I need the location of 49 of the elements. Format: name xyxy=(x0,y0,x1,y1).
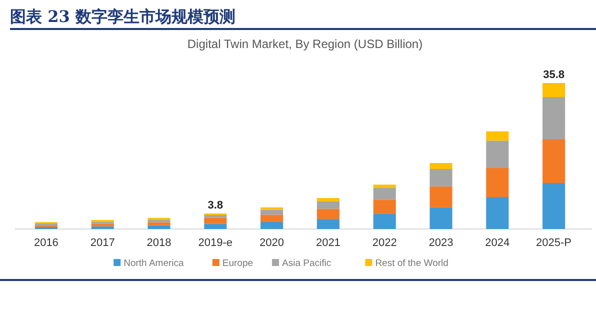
annotation: 3.8 xyxy=(208,200,224,212)
bar xyxy=(91,224,114,226)
bar xyxy=(91,226,114,229)
bar xyxy=(148,222,170,226)
bar xyxy=(373,188,396,200)
legend-label: Asia Pacific xyxy=(282,258,332,269)
bar xyxy=(316,201,340,209)
bar xyxy=(430,163,452,169)
x-tick-label: 2020 xyxy=(260,237,284,249)
bar xyxy=(430,186,452,208)
chart-title: 图表 23 数字孪生市场规模预测 xyxy=(10,7,236,26)
bar xyxy=(486,140,509,168)
annotation: 35.8 xyxy=(543,69,565,81)
bar xyxy=(148,225,170,229)
bar xyxy=(486,131,509,141)
x-tick-label: 2021 xyxy=(316,237,340,249)
bar xyxy=(204,214,227,218)
x-tick-label: 2022 xyxy=(372,237,397,249)
bar xyxy=(486,197,509,229)
bar xyxy=(430,168,452,186)
bar xyxy=(148,220,170,222)
legend-label: Rest of the World xyxy=(375,258,448,269)
x-tick-label: 2019-e xyxy=(198,237,233,249)
bar xyxy=(542,83,566,98)
bar xyxy=(260,210,284,215)
bar xyxy=(542,97,566,140)
bar xyxy=(542,139,566,184)
bar xyxy=(260,214,284,222)
bar xyxy=(486,168,509,198)
bar xyxy=(316,198,340,202)
bar xyxy=(542,183,566,229)
bar xyxy=(260,222,284,229)
legend-label: Europe xyxy=(222,258,254,269)
bar xyxy=(204,218,227,224)
bar xyxy=(373,184,396,188)
bar xyxy=(204,224,227,229)
x-tick-label: 2025-P xyxy=(536,237,572,249)
x-tick-label: 2023 xyxy=(428,237,454,249)
bar xyxy=(316,208,340,220)
x-tick-label: 2024 xyxy=(485,237,510,249)
bar xyxy=(373,214,396,229)
bar xyxy=(316,219,340,229)
x-tick-label: 2016 xyxy=(34,237,58,249)
x-tick-label: 2017 xyxy=(90,237,115,249)
chart-subtitle: Digital Twin Market, By Region (USD Billion) xyxy=(187,37,423,51)
legend-label: North America xyxy=(124,258,185,269)
bar xyxy=(430,207,452,229)
x-tick-label: 2018 xyxy=(146,237,172,249)
bar xyxy=(373,200,396,214)
